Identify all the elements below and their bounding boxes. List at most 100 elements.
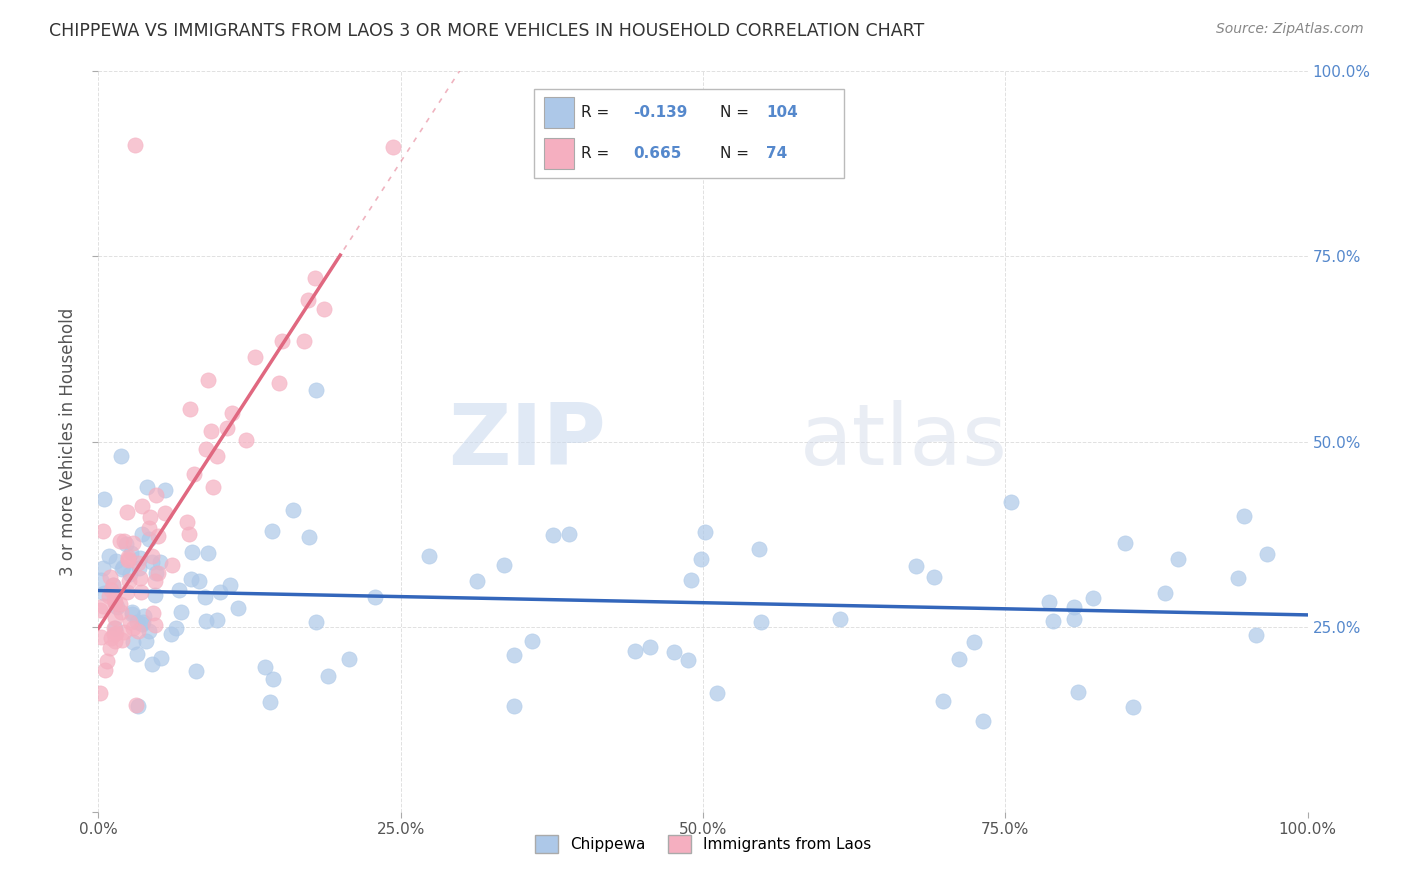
Point <box>117 551 139 566</box>
Text: ZIP: ZIP <box>449 400 606 483</box>
Point <box>194 614 217 628</box>
Point <box>1153 586 1175 600</box>
Point <box>103 627 125 641</box>
Point <box>1038 594 1060 608</box>
Point <box>228 601 250 615</box>
Point <box>104 595 127 609</box>
Point <box>262 524 284 539</box>
Point <box>89 686 111 700</box>
Point <box>932 694 955 708</box>
Point <box>111 562 134 576</box>
Point <box>110 605 132 619</box>
Point <box>103 596 125 610</box>
Point <box>127 615 149 629</box>
Point <box>129 551 152 566</box>
Point <box>748 542 770 557</box>
Point <box>179 401 201 416</box>
Text: -0.139: -0.139 <box>633 105 688 120</box>
Point <box>129 584 152 599</box>
Point <box>153 483 176 497</box>
Point <box>197 546 219 560</box>
Point <box>138 533 160 547</box>
Point <box>312 302 335 317</box>
Point <box>1167 552 1189 566</box>
Point <box>176 515 198 529</box>
Point <box>108 598 131 612</box>
Point <box>297 293 319 307</box>
Point <box>662 645 685 659</box>
Point <box>1042 614 1064 628</box>
Point <box>1246 627 1268 641</box>
Y-axis label: 3 or more Vehicles in Household: 3 or more Vehicles in Household <box>59 308 77 575</box>
Bar <box>544 97 575 128</box>
Point <box>122 535 145 549</box>
Point <box>1256 547 1278 561</box>
Point <box>143 618 166 632</box>
Point <box>381 140 404 154</box>
Point <box>149 650 172 665</box>
Point <box>97 549 120 564</box>
Point <box>112 533 135 548</box>
Point <box>235 434 257 448</box>
Point <box>127 624 149 638</box>
Point <box>558 526 581 541</box>
Point <box>114 537 136 551</box>
Text: CHIPPEWA VS IMMIGRANTS FROM LAOS 3 OR MORE VEHICLES IN HOUSEHOLD CORRELATION CHA: CHIPPEWA VS IMMIGRANTS FROM LAOS 3 OR MO… <box>49 22 925 40</box>
Point <box>103 611 125 625</box>
Point <box>170 605 193 619</box>
Point <box>1233 509 1256 524</box>
Point <box>948 652 970 666</box>
Point <box>115 505 138 519</box>
Point <box>364 590 387 604</box>
Point <box>221 406 243 420</box>
Point <box>270 334 292 348</box>
Point <box>502 648 524 662</box>
Point <box>298 530 321 544</box>
Point <box>108 533 131 548</box>
Text: 104: 104 <box>766 105 799 120</box>
Point <box>131 617 153 632</box>
Legend: Chippewa, Immigrants from Laos: Chippewa, Immigrants from Laos <box>529 829 877 860</box>
Point <box>91 524 114 538</box>
Point <box>706 686 728 700</box>
Point <box>304 270 326 285</box>
Point <box>124 138 146 153</box>
Point <box>142 606 165 620</box>
Point <box>128 571 150 585</box>
Point <box>465 574 488 588</box>
Point <box>98 570 121 584</box>
Point <box>1114 536 1136 550</box>
Point <box>205 614 228 628</box>
Point <box>104 621 127 635</box>
Point <box>93 492 115 507</box>
Point <box>160 626 183 640</box>
Point <box>1000 495 1022 509</box>
Point <box>337 652 360 666</box>
FancyBboxPatch shape <box>534 89 844 178</box>
Point <box>690 552 713 566</box>
Point <box>146 566 169 580</box>
Point <box>749 615 772 629</box>
Point <box>101 578 124 592</box>
Point <box>89 603 111 617</box>
Point <box>128 561 150 575</box>
Point <box>134 633 156 648</box>
Point <box>101 577 124 591</box>
Point <box>638 640 661 655</box>
Point <box>904 559 927 574</box>
Point <box>141 657 163 671</box>
Point <box>131 499 153 513</box>
Point <box>922 570 945 584</box>
Point <box>177 526 200 541</box>
Point <box>111 633 134 648</box>
Text: R =: R = <box>581 146 609 161</box>
Point <box>972 714 994 728</box>
Point <box>197 373 219 387</box>
Point <box>1226 571 1249 585</box>
Point <box>132 615 155 629</box>
Point <box>90 630 112 644</box>
Point <box>94 663 117 677</box>
Point <box>267 376 290 391</box>
Point <box>292 334 315 349</box>
Point <box>138 624 160 638</box>
